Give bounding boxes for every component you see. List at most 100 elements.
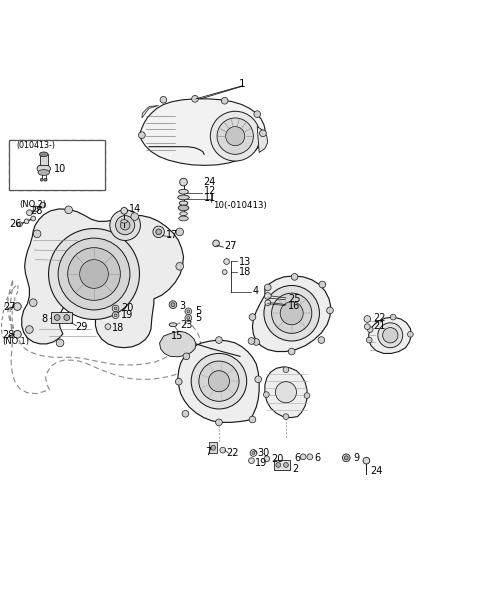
Circle shape [33,206,39,212]
Circle shape [390,314,396,320]
Text: 27: 27 [225,241,237,252]
Text: 5: 5 [195,313,201,323]
Text: (NO.2): (NO.2) [19,200,46,208]
Circle shape [26,210,32,216]
Text: (010413-): (010413-) [16,141,55,150]
Circle shape [13,303,21,311]
Polygon shape [257,127,268,153]
Circle shape [112,312,119,319]
Circle shape [326,307,333,314]
Circle shape [68,248,120,300]
Circle shape [176,263,183,270]
Circle shape [114,307,117,310]
Polygon shape [265,367,307,418]
Circle shape [255,376,262,383]
Circle shape [139,132,145,138]
Circle shape [222,270,227,274]
Circle shape [105,323,111,330]
Text: 18: 18 [112,323,124,333]
Circle shape [80,260,108,288]
FancyBboxPatch shape [9,140,105,190]
Circle shape [264,293,271,300]
Bar [9,140,105,190]
Circle shape [54,315,60,320]
Polygon shape [142,106,158,118]
Circle shape [180,178,187,186]
Text: 10(-010413): 10(-010413) [213,200,267,210]
Circle shape [283,367,289,373]
Circle shape [58,238,130,310]
Text: 21: 21 [373,320,385,331]
Polygon shape [140,99,265,165]
Text: (NO.1): (NO.1) [2,338,30,346]
Text: 6: 6 [294,453,300,462]
Ellipse shape [178,205,189,211]
Circle shape [210,111,260,161]
Circle shape [318,336,324,343]
Circle shape [33,230,41,237]
Text: 23: 23 [180,320,192,330]
Circle shape [64,315,70,320]
Text: 7: 7 [205,447,211,457]
Circle shape [363,458,370,464]
Circle shape [342,454,350,462]
Text: 17: 17 [166,230,178,240]
Circle shape [25,326,33,333]
Text: 16: 16 [288,301,300,311]
Polygon shape [369,317,411,354]
Circle shape [250,450,257,456]
Circle shape [383,328,398,343]
Circle shape [208,371,229,392]
Bar [40,154,48,165]
Circle shape [17,222,22,226]
Text: 15: 15 [171,331,183,341]
Text: 19: 19 [121,310,133,320]
Circle shape [160,97,167,103]
Circle shape [291,274,298,280]
Circle shape [304,393,310,399]
Ellipse shape [178,195,189,200]
Circle shape [221,97,228,104]
Circle shape [364,323,370,330]
Circle shape [224,259,229,264]
Ellipse shape [179,189,188,194]
Circle shape [283,414,289,419]
Text: 29: 29 [75,322,87,331]
Text: 30: 30 [257,448,269,458]
Circle shape [48,229,140,319]
Circle shape [211,445,216,450]
Circle shape [187,317,190,319]
Circle shape [319,281,325,288]
Circle shape [175,378,182,385]
Circle shape [169,301,177,309]
Circle shape [265,300,271,306]
Circle shape [264,285,320,341]
Polygon shape [159,331,196,357]
Circle shape [29,299,37,306]
Bar [209,442,217,453]
Bar [275,459,290,470]
Circle shape [252,451,255,454]
Circle shape [199,361,239,402]
Circle shape [344,456,348,459]
Text: 22: 22 [373,313,385,323]
Ellipse shape [38,170,49,175]
Circle shape [40,202,46,208]
Circle shape [272,293,312,333]
Text: 1: 1 [239,79,246,89]
Circle shape [307,454,313,459]
Circle shape [284,462,288,467]
Ellipse shape [121,220,128,223]
Text: 24: 24 [370,466,383,476]
Circle shape [40,178,43,181]
Text: 26: 26 [9,219,22,229]
Circle shape [120,220,130,230]
Ellipse shape [169,323,177,327]
Text: 14: 14 [129,204,141,214]
Circle shape [121,207,128,214]
Text: 13: 13 [239,256,252,266]
Circle shape [378,323,403,347]
Ellipse shape [37,164,50,173]
Circle shape [364,315,371,322]
Circle shape [216,336,222,343]
